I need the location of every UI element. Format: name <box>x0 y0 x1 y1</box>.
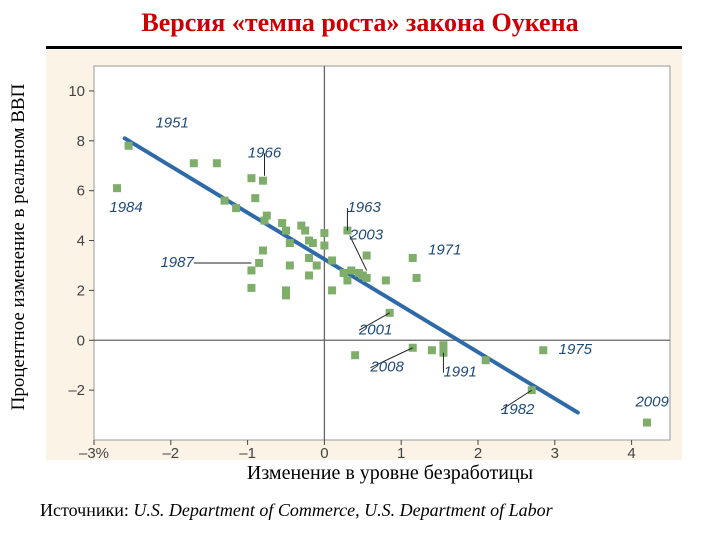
source-note: Источники: U.S. Department of Commerce, … <box>40 500 553 521</box>
svg-text:1971: 1971 <box>428 242 461 259</box>
chart-title: Версия «темпа роста» закона Оукена <box>0 8 720 38</box>
okun-scatter-chart: –3% –2 –1 0 1 2 3 4 –2 0 2 4 6 8 10 1951 1984 1966 1987 196… <box>46 50 682 460</box>
source-prefix: Источники: <box>40 500 133 520</box>
chart-svg: –3% –2 –1 0 1 2 3 4 –2 0 2 4 6 8 10 1951 1984 1966 1987 196… <box>46 50 682 460</box>
svg-text:2009: 2009 <box>634 394 669 411</box>
y-axis-label: Процентное изменение в реальном ВВП <box>8 42 30 452</box>
svg-text:1984: 1984 <box>109 199 142 216</box>
svg-text:10: 10 <box>68 83 85 100</box>
svg-text:2: 2 <box>77 282 85 299</box>
svg-text:0: 0 <box>77 332 85 349</box>
svg-text:1987: 1987 <box>160 254 194 271</box>
svg-text:8: 8 <box>77 133 85 150</box>
svg-text:1951: 1951 <box>155 114 188 131</box>
svg-text:2001: 2001 <box>358 321 392 338</box>
svg-text:6: 6 <box>77 183 85 200</box>
svg-text:1: 1 <box>397 445 405 460</box>
source-body: U.S. Department of Commerce, U.S. Depart… <box>133 500 552 520</box>
svg-text:3: 3 <box>551 445 559 460</box>
svg-text:2008: 2008 <box>369 359 404 376</box>
svg-text:1982: 1982 <box>501 401 535 418</box>
svg-text:4: 4 <box>77 233 85 250</box>
svg-text:–3%: –3% <box>79 445 109 460</box>
title-underline <box>46 46 682 49</box>
svg-text:0: 0 <box>320 445 328 460</box>
svg-text:2003: 2003 <box>349 227 384 244</box>
svg-text:1963: 1963 <box>347 199 381 216</box>
svg-text:2: 2 <box>474 445 482 460</box>
svg-text:–2: –2 <box>68 382 85 399</box>
svg-text:–2: –2 <box>162 445 179 460</box>
svg-text:1991: 1991 <box>443 364 476 381</box>
svg-text:4: 4 <box>627 445 635 460</box>
x-axis-label: Изменение в уровне безработицы <box>210 462 570 485</box>
svg-text:1966: 1966 <box>248 144 282 161</box>
svg-text:–1: –1 <box>239 445 256 460</box>
svg-text:1975: 1975 <box>559 341 593 358</box>
